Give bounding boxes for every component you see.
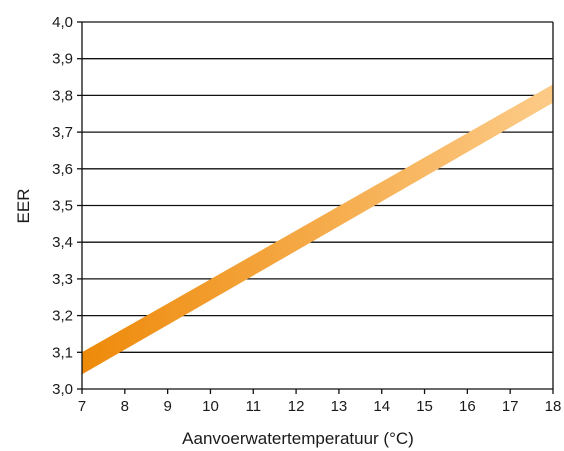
x-axis-ticks: 7 8 9 10 11 12 13 14 15 16 17 18 (78, 389, 562, 415)
y-axis-label: EER (14, 189, 33, 224)
x-tick-label: 15 (416, 398, 433, 415)
x-tick-label: 12 (288, 398, 305, 415)
y-tick-label: 3,5 (52, 198, 73, 215)
y-tick-label: 3,4 (52, 234, 73, 251)
x-tick-label: 16 (459, 398, 476, 415)
y-tick-label: 3,1 (52, 344, 73, 361)
y-tick-label: 4,0 (52, 14, 73, 31)
grid-lines (82, 21, 553, 353)
x-axis-label: Aanvoerwatertemperatuur (°C) (182, 429, 414, 448)
y-tick-label: 3,9 (52, 51, 73, 68)
y-tick-label: 3,7 (52, 124, 73, 141)
x-tick-label: 10 (202, 398, 219, 415)
x-tick-label: 9 (163, 398, 171, 415)
x-tick-label: 7 (78, 398, 86, 415)
y-axis-ticks: 3,0 3,1 3,2 3,3 3,4 3,5 3,6 3,7 3,8 3,9 4,0 (52, 14, 82, 398)
x-tick-label: 17 (502, 398, 519, 415)
y-tick-label: 3,2 (52, 308, 73, 325)
eer-band-layer (82, 84, 553, 375)
x-tick-label: 8 (121, 398, 129, 415)
y-tick-label: 3,3 (52, 271, 73, 288)
y-tick-label: 3,6 (52, 161, 73, 178)
x-tick-label: 18 (545, 398, 562, 415)
x-tick-label: 11 (245, 398, 261, 415)
x-tick-label: 13 (331, 398, 348, 415)
eer-band (82, 84, 553, 375)
y-tick-label: 3,8 (52, 87, 73, 104)
x-tick-label: 14 (373, 398, 390, 415)
y-tick-label: 3,0 (52, 381, 73, 398)
